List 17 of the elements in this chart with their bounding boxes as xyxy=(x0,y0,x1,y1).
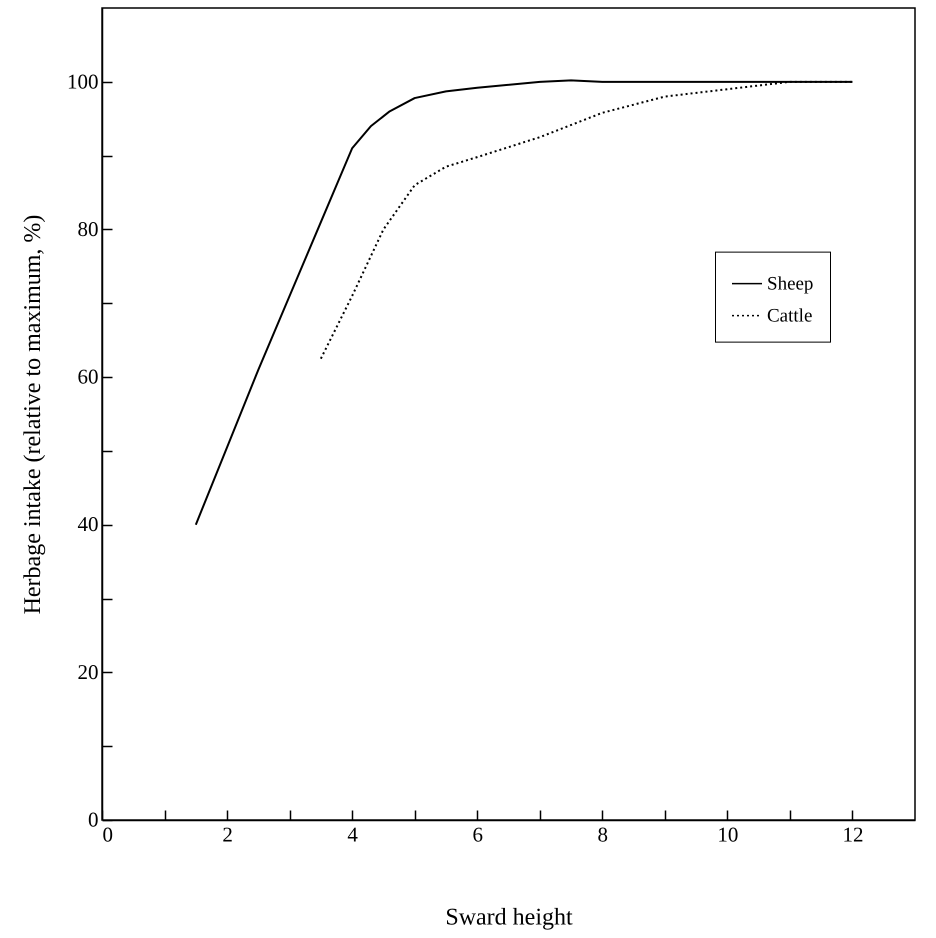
y-axis-title: Herbage intake (relative to maximum, %) xyxy=(20,214,46,614)
y-tick-label: 60 xyxy=(78,364,98,389)
legend-label: Cattle xyxy=(767,306,812,327)
x-tick-label: 8 xyxy=(598,822,608,846)
x-tick-label: 4 xyxy=(347,822,358,846)
y-tick-label: 80 xyxy=(78,216,98,241)
x-axis-title: Sward height xyxy=(445,904,573,930)
x-tick-label: 10 xyxy=(717,822,738,846)
x-tick-label: 12 xyxy=(842,822,864,846)
y-tick-label: 20 xyxy=(78,660,98,684)
x-tick-label: 6 xyxy=(472,822,483,846)
legend-label: Sheep xyxy=(767,274,814,295)
x-tick-label: 2 xyxy=(222,822,233,846)
y-tick-label: 100 xyxy=(67,69,98,94)
y-tick-label: 0 xyxy=(88,808,98,832)
y-tick-label: 40 xyxy=(78,512,98,536)
x-tick-label: 0 xyxy=(102,822,113,846)
